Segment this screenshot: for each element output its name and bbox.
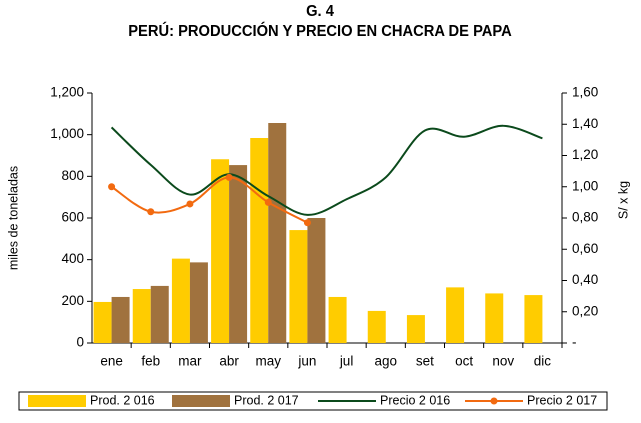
x-tick-label: feb bbox=[141, 354, 160, 369]
x-tick-label: jun bbox=[297, 354, 316, 369]
x-tick-label: mar bbox=[178, 354, 202, 369]
bar bbox=[446, 287, 465, 343]
x-tick-label: dic bbox=[534, 354, 552, 369]
y-tick-label: 600 bbox=[61, 210, 84, 225]
legend-box bbox=[18, 391, 608, 411]
y2-tick-label: 0,40 bbox=[572, 272, 598, 287]
x-tick-label: ene bbox=[100, 354, 123, 369]
y-axis-label: miles de toneladas bbox=[6, 166, 20, 270]
bar bbox=[111, 296, 130, 343]
y-tick-label: 200 bbox=[61, 293, 84, 308]
legend-label: Prod. 2 017 bbox=[234, 393, 299, 407]
x-tick-label: may bbox=[255, 354, 281, 369]
legend-label: Precio 2 017 bbox=[527, 393, 597, 407]
marker bbox=[264, 198, 272, 206]
y2-tick-label: 0,20 bbox=[572, 303, 598, 318]
y2-tick-label: 0,80 bbox=[572, 210, 598, 225]
y2-tick-label: 1,40 bbox=[572, 116, 598, 131]
marker bbox=[225, 173, 233, 181]
legend-swatch bbox=[28, 395, 86, 407]
marker bbox=[186, 200, 194, 208]
y-tick-label: 800 bbox=[61, 168, 84, 183]
bar bbox=[93, 301, 112, 343]
legend-swatch bbox=[172, 395, 230, 407]
y-tick-label: 1,000 bbox=[50, 126, 84, 141]
bar bbox=[229, 165, 248, 343]
bar bbox=[150, 285, 169, 343]
y2-axis-label: S/ x kg bbox=[616, 181, 630, 219]
x-tick-label: ago bbox=[374, 354, 397, 369]
y2-tick-label: 1,60 bbox=[572, 85, 598, 100]
bar bbox=[485, 293, 504, 343]
bar bbox=[328, 296, 347, 343]
x-tick-label: nov bbox=[492, 354, 514, 369]
bar bbox=[189, 262, 208, 343]
marker bbox=[303, 219, 311, 227]
y-tick-label: 400 bbox=[61, 251, 84, 266]
y-tick-label: 1,200 bbox=[50, 85, 84, 100]
line bbox=[110, 124, 543, 216]
y2-tick-label: 0,60 bbox=[572, 241, 598, 256]
bar bbox=[132, 289, 151, 343]
titles: G. 4 PERÚ: PRODUCCIÓN Y PRECIO EN CHACRA… bbox=[127, 2, 513, 42]
bar bbox=[367, 310, 386, 343]
x-tick-label: jul bbox=[339, 354, 354, 369]
bar bbox=[171, 258, 190, 343]
legend-label: Prod. 2 016 bbox=[90, 393, 155, 407]
legend-label: Precio 2 016 bbox=[380, 393, 450, 407]
bar bbox=[211, 159, 230, 343]
bar bbox=[250, 138, 269, 343]
y2-tick-label: - bbox=[572, 335, 577, 350]
bar bbox=[289, 230, 308, 343]
legend-marker bbox=[490, 397, 498, 405]
y-tick-label: 0 bbox=[76, 335, 84, 350]
bar bbox=[406, 315, 425, 343]
y2-tick-label: 1,00 bbox=[572, 178, 598, 193]
chart-subtitle: PERÚ: PRODUCCIÓN Y PRECIO EN CHACRA DE P… bbox=[128, 23, 512, 40]
line bbox=[111, 176, 308, 224]
x-tick-label: abr bbox=[219, 354, 239, 369]
bar bbox=[524, 295, 543, 343]
bar bbox=[307, 218, 326, 343]
y2-tick-label: 1,20 bbox=[572, 147, 598, 162]
marker bbox=[108, 183, 116, 191]
x-tick-label: set bbox=[416, 354, 434, 369]
marker bbox=[147, 208, 155, 216]
bar bbox=[268, 123, 287, 343]
x-tick-label: oct bbox=[455, 354, 473, 369]
chart-title: G. 4 bbox=[306, 3, 334, 20]
